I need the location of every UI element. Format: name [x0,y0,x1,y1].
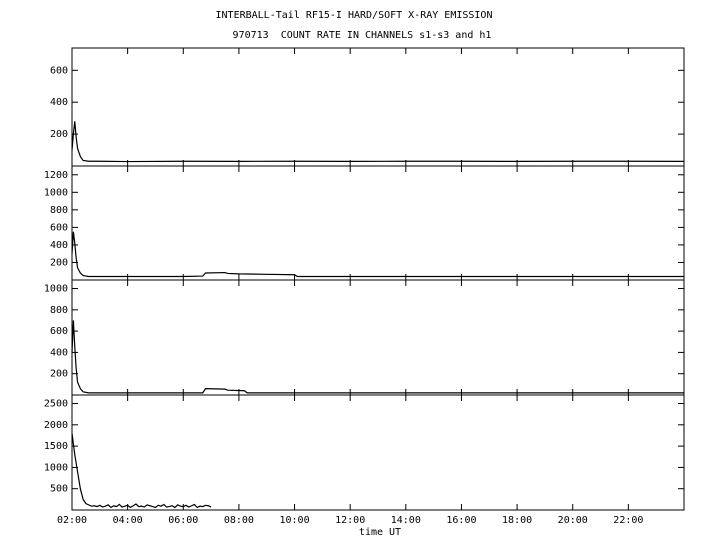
y-tick-label: 400 [50,97,68,108]
x-tick-label: 12:00 [335,515,365,526]
panel-frame [71,279,685,396]
y-tick-label: 1200 [44,170,68,181]
panel-frame [71,165,685,281]
data-line [71,121,685,163]
x-tick-label: 02:00 [57,515,87,526]
x-tick-label: 14:00 [391,515,421,526]
y-tick-label: 1000 [44,187,68,198]
x-tick-label: 08:00 [224,515,254,526]
data-line [71,433,212,509]
y-tick-label: 2000 [44,420,68,431]
x-tick-label: 16:00 [446,515,476,526]
y-tick-label: 800 [50,305,68,316]
y-tick-label: 200 [50,129,68,140]
data-line [71,320,684,394]
panel-frame [71,47,685,167]
y-tick-label: 200 [50,257,68,268]
panel-frame [71,394,685,511]
y-tick-label: 1000 [44,462,68,473]
y-tick-label: 400 [50,347,68,358]
y-tick-label: 400 [50,240,68,251]
data-line [71,231,684,278]
y-tick-label: 600 [50,326,68,337]
x-tick-label: 20:00 [558,515,588,526]
y-tick-label: 1000 [44,284,68,295]
x-tick-label: 18:00 [502,515,532,526]
chart-subtitle: 970713 COUNT RATE IN CHANNELS s1-s3 and … [233,30,492,41]
y-tick-label: 600 [50,222,68,233]
chart-title: INTERBALL-Tail RF15-I HARD/SOFT X-RAY EM… [216,10,493,21]
y-tick-label: 800 [50,205,68,216]
x-tick-label: 06:00 [168,515,198,526]
y-tick-label: 2500 [44,399,68,410]
x-tick-label: 10:00 [279,515,309,526]
y-tick-label: 600 [50,65,68,76]
y-tick-label: 200 [50,369,68,380]
x-tick-label: 22:00 [613,515,643,526]
y-tick-label: 1500 [44,441,68,452]
x-tick-label: 04:00 [113,515,143,526]
x-axis-label: time UT [359,527,401,538]
y-tick-label: 500 [50,484,68,495]
